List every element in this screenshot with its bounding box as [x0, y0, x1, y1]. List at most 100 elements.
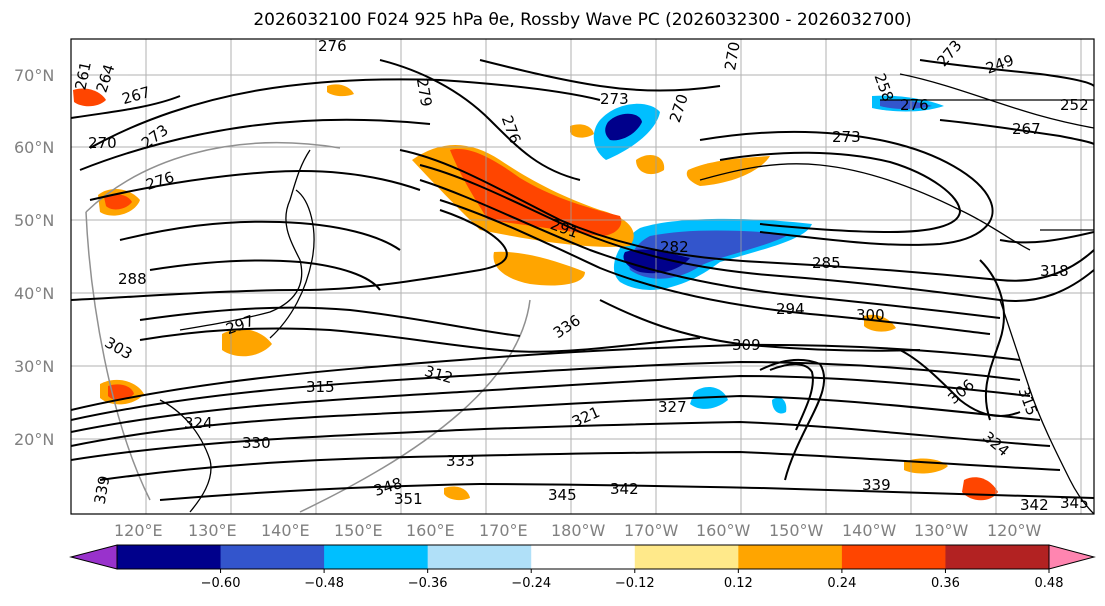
latitude-label: 70°N: [14, 66, 54, 85]
colorbar-tick-label: −0.12: [615, 576, 655, 591]
contour-label: 261: [71, 60, 95, 92]
contour-label: 333: [446, 452, 475, 470]
longitude-label: 170°W: [624, 521, 679, 540]
colorbar-segment: [945, 545, 1050, 569]
anomaly-positive-area: [104, 194, 132, 210]
colorbar-extend-min: [69, 544, 118, 570]
map-frame: [70, 38, 1095, 515]
colorbar-tick-label: −0.36: [408, 576, 448, 591]
contour-line: [899, 349, 1021, 417]
longitude-label: 180°W: [551, 521, 606, 540]
contour-line: [71, 360, 1021, 421]
contour-line: [379, 59, 581, 181]
contour-line: [719, 151, 962, 234]
colorbar-segment: [117, 545, 222, 569]
latitude-label: 40°N: [14, 284, 54, 303]
longitude-label: 130°W: [914, 521, 969, 540]
colorbar-segment: [324, 545, 429, 569]
anomaly-negative-area: [772, 397, 787, 414]
colorbar-segment: [841, 545, 946, 569]
contour-label: 270: [721, 40, 744, 71]
longitude-label: 170°E: [479, 521, 528, 540]
contour-label: 342: [1020, 496, 1049, 514]
latitude-axis: 70°N 60°N 50°N 40°N 30°N 20°N: [14, 66, 54, 449]
anomaly-positive-area: [327, 84, 354, 97]
contour-line: [769, 363, 814, 431]
contour-label: 327: [658, 398, 687, 416]
contour-label: 330: [242, 434, 271, 452]
colorbar-tick-label: 0.12: [724, 576, 753, 591]
contour-line: [419, 179, 1001, 319]
contour-line: [419, 164, 1094, 302]
contour-line: [79, 118, 431, 171]
contour-line: [139, 306, 521, 337]
contour-label: 276: [318, 37, 347, 55]
anomaly-positive-area: [222, 329, 272, 357]
contour-label: 288: [118, 270, 147, 288]
latitude-label: 20°N: [14, 430, 54, 449]
coastline-japan: [269, 189, 315, 339]
anomaly-positive-area: [636, 155, 665, 175]
guide-arcs: [85, 142, 531, 513]
contour-line: [919, 59, 1094, 87]
contour-line: [89, 169, 421, 201]
longitude-label: 130°E: [188, 521, 237, 540]
contour-label: 342: [610, 480, 639, 498]
longitude-label: 140°W: [842, 521, 897, 540]
contour-label: 267: [1012, 120, 1041, 138]
latitude-label: 30°N: [14, 357, 54, 376]
anomaly-negative-area: [880, 99, 932, 109]
contour-label: 273: [832, 128, 861, 146]
contour-line: [979, 259, 1005, 421]
longitude-label: 120°E: [114, 521, 163, 540]
contour-line: [71, 374, 1031, 433]
colorbar: −0.60 −0.48 −0.36 −0.24 −0.12 0.12 0.24 0.36 0.4…: [69, 544, 1096, 591]
colorbar-segment: [531, 545, 636, 569]
contour-line: [139, 327, 701, 353]
longitude-label: 140°E: [261, 521, 310, 540]
longitude-label: 150°E: [334, 521, 383, 540]
contour-line: [99, 450, 1061, 481]
colorbar-tick-label: 0.36: [931, 576, 960, 591]
latitude-label: 60°N: [14, 138, 54, 157]
longitude-axis: 120°E 130°E 140°E 150°E 160°E 170°E 180°…: [114, 521, 1042, 540]
contour-label: 294: [776, 300, 805, 318]
contour-label: 309: [732, 336, 761, 354]
contour-line: [939, 119, 1094, 145]
contour-label: 339: [862, 476, 891, 494]
contour-line: [89, 78, 601, 149]
longitude-label: 160°E: [406, 521, 455, 540]
anomaly-positive-area: [444, 486, 470, 501]
contour-line: [399, 149, 1094, 282]
contour-line: [71, 209, 508, 301]
coastline-asia: [179, 149, 311, 331]
contour-label: 300: [856, 306, 885, 324]
contour-line: [479, 59, 721, 92]
coastline-canada-frame: [880, 99, 1094, 231]
anomaly-positive-area: [570, 124, 594, 138]
contour-label: 279: [413, 77, 436, 108]
contour-line: [149, 259, 381, 291]
contour-line: [71, 343, 1021, 411]
contour-line: [699, 130, 994, 246]
contour-label: 351: [394, 490, 423, 508]
graticule: [71, 39, 1094, 514]
anomaly-positive-area: [73, 88, 106, 107]
contour-label: 345: [548, 486, 577, 504]
guide-arc: [85, 211, 151, 501]
contour-label: 276: [900, 96, 929, 114]
theta-e-contours: [71, 59, 1094, 501]
contour-label: 252: [1060, 96, 1089, 114]
map-title: 2026032100 F024 925 hPa θe, Rossby Wave …: [253, 10, 912, 30]
contour-label: 285: [812, 254, 841, 272]
colorbar-tick-label: 0.48: [1035, 576, 1064, 591]
contour-line: [119, 220, 401, 251]
contour-line: [71, 420, 1051, 461]
colorbar-tick-label: −0.24: [511, 576, 551, 591]
longitude-label: 160°W: [696, 521, 751, 540]
contour-label: 273: [600, 90, 629, 108]
colorbar-tick-label: −0.60: [201, 576, 241, 591]
anomaly-positive-area: [493, 251, 585, 286]
contour-line: [759, 358, 826, 481]
colorbar-outline: [116, 544, 1050, 570]
